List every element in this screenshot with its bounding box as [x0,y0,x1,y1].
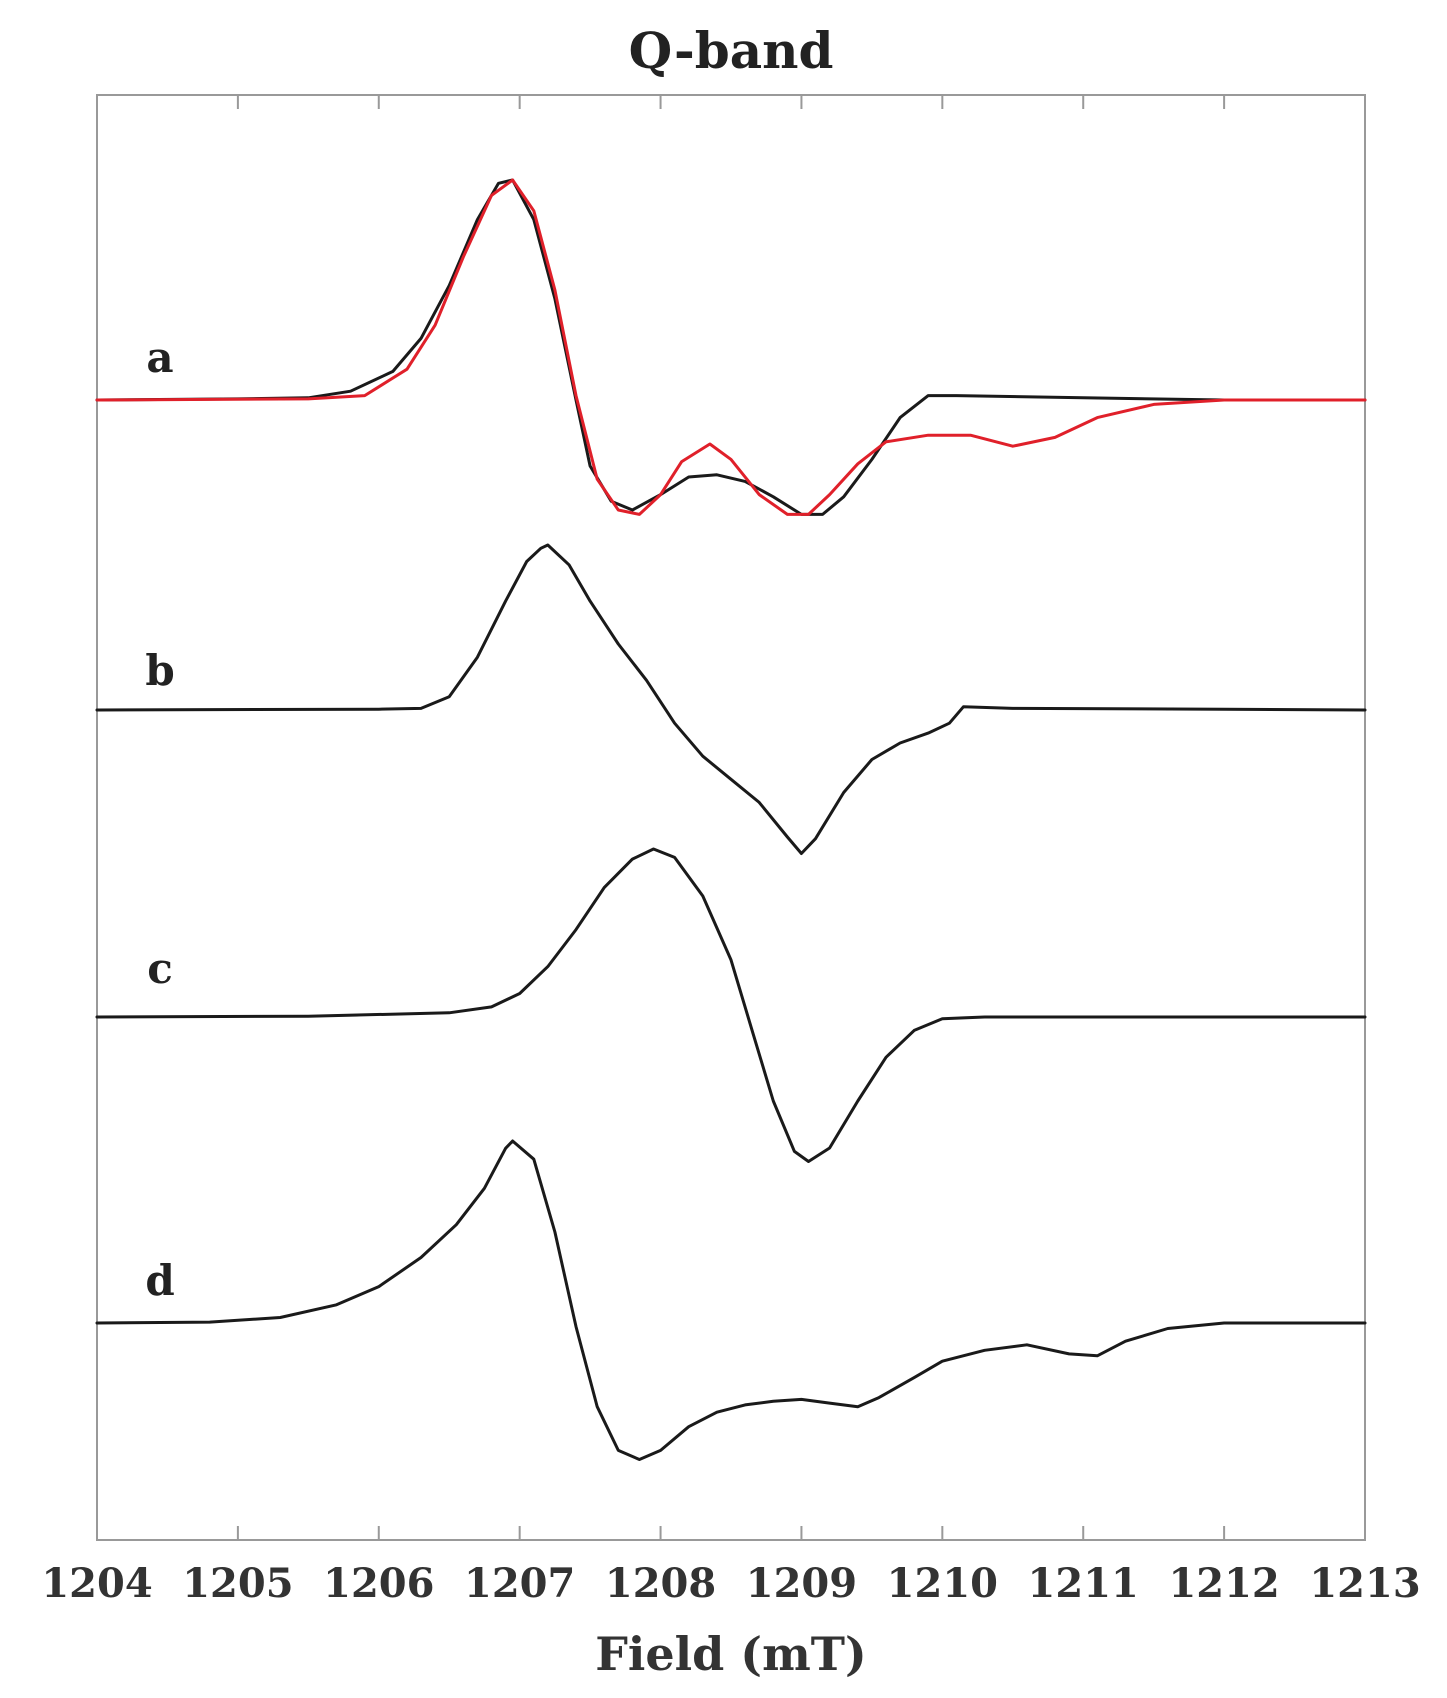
spectrum-a-series-1 [95,178,1367,516]
spectrum-d-series-0 [95,1139,1367,1461]
x-tick-label: 1209 [746,1560,857,1607]
x-tick-label: 1213 [1309,1560,1420,1607]
x-tick-label: 1210 [887,1560,998,1607]
x-axis-ticks [96,95,1366,1540]
panel-label-b: b [145,646,174,695]
panel-label-a: a [146,333,173,382]
x-axis-label: Field (mT) [595,1627,867,1681]
spectrum-b-series-0 [95,543,1367,855]
panel-label-d: d [145,1256,174,1305]
x-tick-label: 1205 [182,1560,293,1607]
x-tick-label: 1208 [605,1560,716,1607]
x-tick-label: 1204 [41,1560,152,1607]
panel-label-c: c [147,944,173,993]
spectra-traces [95,178,1367,1461]
panel-labels: a b c d [145,333,174,1305]
spectrum-a-series-0 [95,178,1367,516]
spectrum-c-series-0 [95,847,1367,1163]
x-axis-tick-labels: 1204 1205 1206 1207 1208 1209 1210 1211 1212 1213 [41,1560,1420,1607]
x-tick-label: 1206 [323,1560,434,1607]
x-tick-label: 1211 [1028,1560,1139,1607]
plot-frame [96,94,1366,1541]
x-tick-label: 1207 [464,1560,575,1607]
chart-title: Q-band [629,21,834,80]
x-tick-label: 1212 [1168,1560,1279,1607]
